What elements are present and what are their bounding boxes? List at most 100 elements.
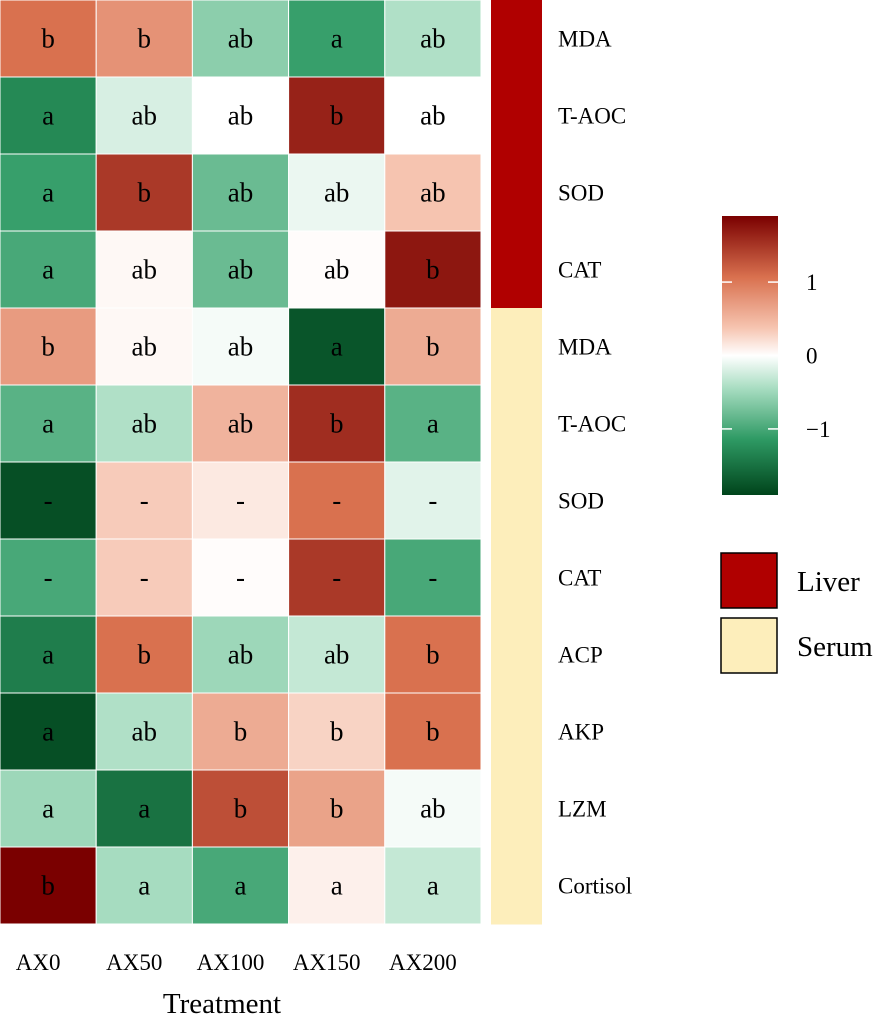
tissue-annotation-cell — [491, 539, 542, 617]
heatmap-cell — [0, 538, 97, 617]
heatmap-cell — [384, 153, 482, 232]
cell-letter-label: ab — [228, 255, 253, 285]
cell-letter-label: ab — [132, 717, 157, 747]
cell-letter-label: ab — [420, 101, 445, 131]
heatmap-cell — [95, 0, 193, 78]
heatmap-cell — [288, 230, 386, 309]
tissue-annotation-cell — [491, 770, 542, 848]
cell-letter-label: b — [330, 794, 344, 824]
cell-letter-label: b — [138, 640, 152, 670]
cell-letter-label: ab — [420, 24, 445, 54]
cell-letter-label: a — [235, 871, 247, 901]
cell-letter-label: a — [427, 409, 439, 439]
cell-letter-label: ab — [228, 332, 253, 362]
heatmap-cell — [191, 230, 290, 309]
heatmap-cell — [384, 769, 482, 848]
row-label: ACP — [558, 643, 603, 668]
cell-letter-label: a — [331, 24, 343, 54]
cell-letter-label: a — [42, 409, 54, 439]
heatmap-cell — [95, 76, 193, 155]
cell-letter-label: b — [234, 717, 248, 747]
cell-letter-label: - — [140, 486, 149, 516]
cell-letter-label: b — [41, 332, 55, 362]
heatmap-cell — [95, 769, 193, 848]
column-label: AX150 — [293, 950, 361, 975]
legend-label-serum: Serum — [797, 631, 873, 663]
heatmap-cell — [0, 692, 97, 771]
heatmap-cell — [95, 384, 193, 463]
heatmap-cells: b b ab a aba ab ab b aba b ab ab aba ab ab ab bb ab ab a ba a… — [0, 0, 482, 925]
legend-swatch-liver — [720, 552, 778, 609]
heatmap-cell — [191, 153, 290, 232]
cell-letter-label: b — [330, 717, 344, 747]
cell-letter-label: a — [42, 794, 54, 824]
colorbar: 1 0 −1 — [722, 216, 830, 495]
cell-letter-label: ab — [228, 409, 253, 439]
cell-letter-label: a — [42, 640, 54, 670]
cell-letter-label: b — [41, 871, 55, 901]
row-label: SOD — [558, 181, 604, 206]
cell-letter-label: a — [427, 871, 439, 901]
colorbar-tick-label: 0 — [806, 344, 818, 369]
heatmap-cell — [384, 307, 482, 386]
cell-letter-label: ab — [420, 794, 445, 824]
colorbar-tick-label: −1 — [806, 417, 830, 442]
column-labels: AX0 AX50 AX100 AX150 AX200 — [16, 950, 457, 975]
cell-letter-label: b — [330, 409, 344, 439]
heatmap-cell — [191, 76, 290, 155]
heatmap-cell — [384, 461, 482, 540]
heatmap-cell — [0, 230, 97, 309]
heatmap-cell — [191, 692, 290, 771]
column-label: AX0 — [16, 950, 61, 975]
legend-swatch-serum — [720, 617, 778, 674]
heatmap-cell — [288, 461, 386, 540]
row-label: MDA — [558, 27, 612, 52]
heatmap-cell — [384, 615, 482, 694]
heatmap-cell — [191, 384, 290, 463]
cell-letter-label: ab — [132, 255, 157, 285]
heatmap-cell — [288, 307, 386, 386]
cell-letter-label: - — [428, 563, 437, 593]
cell-letter-label: ab — [324, 640, 349, 670]
cell-letter-label: - — [44, 563, 53, 593]
cell-letter-label: ab — [228, 101, 253, 131]
tissue-annotation-cell — [491, 154, 542, 232]
heatmap-cell — [191, 615, 290, 694]
tissue-annotation-cell — [491, 616, 542, 694]
heatmap-cell — [0, 846, 97, 925]
heatmap-cell — [288, 0, 386, 78]
row-label: T-AOC — [558, 104, 626, 129]
colorbar-tick-label: 1 — [806, 270, 818, 295]
heatmap-cell — [191, 307, 290, 386]
cell-letter-label: b — [426, 332, 440, 362]
cell-letter-label: - — [140, 563, 149, 593]
cell-letter-label: b — [138, 178, 152, 208]
tissue-annotation-bar — [491, 0, 542, 925]
heatmap-cell — [288, 384, 386, 463]
heatmap-cell — [95, 615, 193, 694]
heatmap-cell — [384, 538, 482, 617]
cell-letter-label: b — [426, 255, 440, 285]
cell-letter-label: a — [42, 255, 54, 285]
column-label: AX100 — [197, 950, 265, 975]
heatmap-cell — [191, 538, 290, 617]
cell-letter-label: a — [138, 794, 150, 824]
cell-letter-label: a — [42, 717, 54, 747]
row-label: T-AOC — [558, 412, 626, 437]
row-label: CAT — [558, 258, 601, 283]
cell-letter-label: b — [330, 101, 344, 131]
cell-letter-label: - — [44, 486, 53, 516]
row-label: AKP — [558, 720, 604, 745]
heatmap-cell — [384, 846, 482, 925]
heatmap-cell — [95, 692, 193, 771]
cell-letter-label: ab — [132, 332, 157, 362]
heatmap-cell — [384, 692, 482, 771]
heatmap-cell — [384, 0, 482, 78]
tissue-annotation-cell — [491, 385, 542, 463]
heatmap-cell — [95, 538, 193, 617]
cell-letter-label: ab — [132, 101, 157, 131]
heatmap-cell — [95, 230, 193, 309]
tissue-annotation-cell — [491, 77, 542, 155]
row-label: LZM — [558, 797, 607, 822]
